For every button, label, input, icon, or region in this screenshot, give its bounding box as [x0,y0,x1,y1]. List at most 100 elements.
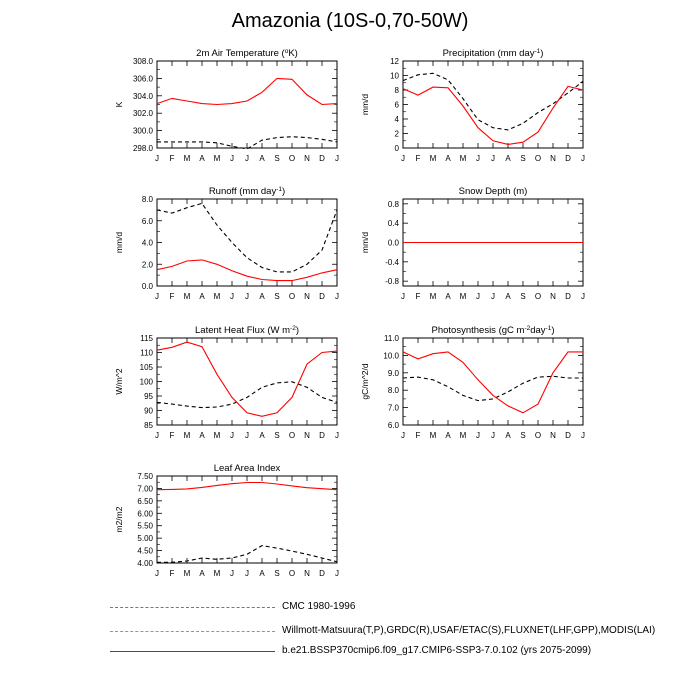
panel-leaf-area-index-obs-line [157,545,338,563]
panel-snow-depth-xtick-label: N [550,292,556,301]
panel-precipitation-xtick-label: M [430,154,437,163]
panel-latent-heat-flux-ytick-label: 115 [140,334,153,343]
panel-snow-depth-xtick-label: F [416,292,421,301]
legend-swatch-willmott [110,631,275,632]
panel-2m-air-temperature-xtick-label: A [199,154,205,163]
panel-latent-heat-flux-ytick-label: 100 [140,378,154,387]
panel-photosynthesis-title: Photosynthesis (gC m-2day-1) [432,325,555,337]
panel-leaf-area-index-ytick-label: 5.50 [137,522,153,531]
panel-leaf-area-index-xtick-label: J [245,569,249,578]
panel-photosynthesis-xtick-label: N [550,431,556,440]
panel-precipitation-xtick-label: J [476,154,480,163]
panel-latent-heat-flux-obs-line [156,381,338,409]
panel-leaf-area-index-xtick-label: J [230,569,234,578]
panel-leaf-area-index-xtick-label: J [155,569,159,578]
panel-precipitation-title: Precipitation (mm day-1) [443,48,544,60]
panel-photosynthesis-xtick-label: M [460,431,467,440]
panel-photosynthesis-xtick-label: M [430,431,437,440]
panel-snow-depth-xtick-label: J [491,292,495,301]
panel-latent-heat-flux-ytick-label: 85 [144,421,153,430]
panel-snow-depth-xtick-label: M [430,292,437,301]
panel-latent-heat-flux-xtick-label: M [214,431,221,440]
page-title: Amazonia (10S-0,70-50W) [231,10,469,32]
panel-snow-depth-xtick-label: A [445,292,451,301]
panel-2m-air-temperature-obs-line [157,136,338,150]
panel-precipitation-xtick-label: N [550,154,556,163]
panel-leaf-area-index-xtick-label: S [274,569,279,578]
panel-photosynthesis-xtick-label: J [491,431,495,440]
panel-runoff-xtick-label: J [155,292,159,301]
panel-2m-air-temperature: 2m Air Temperature (oK) 298.0 300.0 302.0 30… [114,48,339,164]
panel-latent-heat-flux-xtick-label: A [259,431,265,440]
panel-2m-air-temperature-model-line [156,77,338,106]
panel-latent-heat-flux-ytick-label: 110 [140,349,153,358]
panel-2m-air-temperature-ytick-label: 300.0 [133,127,154,136]
panel-runoff-ytick-label: 2.0 [142,260,154,269]
panel-photosynthesis-xtick-label: A [505,431,511,440]
panel-snow-depth-xtick-label: M [460,292,467,301]
panel-snow-depth-ytick-label: 0.8 [388,200,400,209]
panel-precipitation-xtick-label: J [491,154,495,163]
panel-2m-air-temperature-ytick-label: 308.0 [133,57,154,66]
panel-snow-depth-xtick-label: J [401,292,405,301]
panel-runoff-ytick-label: 4.0 [142,239,154,248]
panel-2m-air-temperature-ytick-label: 298.0 [133,144,154,153]
panel-precipitation-xtick-label: J [581,154,585,163]
panel-runoff-ytick-label: 8.0 [142,195,154,204]
panel-snow-depth-xtick-label: J [476,292,480,301]
panel-photosynthesis-xtick-label: F [416,431,421,440]
panel-photosynthesis: Photosynthesis (gC m-2day-1) 6.0 7.0 8.0 9.0… [360,325,585,441]
panel-precipitation-xtick-label: O [535,154,541,163]
panel-runoff-ytick-label: 6.0 [142,217,154,226]
panel-leaf-area-index-ytick-label: 4.50 [137,547,153,556]
panel-leaf-area-index-xtick-label: D [319,569,325,578]
panel-runoff-title: Runoff (mm day-1) [209,186,285,198]
panel-photosynthesis-xtick-label: J [401,431,405,440]
panel-leaf-area-index-title: Leaf Area Index [214,463,281,474]
panel-runoff-xtick-label: J [335,292,339,301]
panel-leaf-area-index: Leaf Area Index 4.00 4.50 5.00 5.50 6.00 6.50 7… [114,463,339,578]
panel-latent-heat-flux-xtick-label: J [155,431,159,440]
panel-precipitation-ytick-label: 0 [395,144,400,153]
panel-latent-heat-flux-ytick-label: 95 [144,392,153,401]
legend-label-model: b.e21.BSSP370cmip6.f09_g17.CMIP6-SSP3-7.… [282,645,592,656]
panel-photosynthesis-ytick-label: 8.0 [388,386,400,395]
panel-latent-heat-flux-xtick-label: J [245,431,249,440]
panel-runoff-obs-line [156,202,338,273]
panel-latent-heat-flux-frame [156,337,338,426]
panel-latent-heat-flux-xtick-label: A [199,431,205,440]
panel-precipitation-ytick-label: 12 [390,57,399,66]
panel-leaf-area-index-ytick-label: 6.00 [137,509,153,518]
panel-2m-air-temperature-xtick-label: D [319,154,325,163]
panel-2m-air-temperature-ytick-label: 304.0 [133,92,154,101]
panel-runoff-ytick-label: 0.0 [142,282,154,291]
panel-runoff-xtick-label: A [199,292,205,301]
panel-leaf-area-index-xtick-label: M [214,569,221,578]
panel-runoff-xtick-label: S [274,292,279,301]
panel-leaf-area-index-xtick-label: N [304,569,310,578]
panel-snow-depth: Snow Depth (m)-0.8-0.40.00.40.8J F M A M J J A S… [360,186,585,301]
panel-photosynthesis-xtick-label: A [445,431,451,440]
panel-leaf-area-index-ytick-label: 6.50 [137,497,153,506]
panel-photosynthesis-xtick-label: S [520,431,525,440]
panel-photosynthesis-xtick-label: O [535,431,541,440]
panel-latent-heat-flux-ytick-label: 90 [144,407,153,416]
panel-leaf-area-index-xtick-label: A [199,569,205,578]
panel-photosynthesis-frame [402,337,584,426]
panel-runoff-ylabel: mm/d [114,232,124,254]
panel-2m-air-temperature-xtick-label: J [155,154,159,163]
panel-precipitation-ytick-label: 2 [395,130,400,139]
panel-2m-air-temperature-xtick-label: F [170,154,175,163]
panel-snow-depth-ytick-label: 0.0 [388,239,400,248]
panel-leaf-area-index-xtick-label: J [335,569,339,578]
panel-latent-heat-flux-ytick-label: 105 [140,363,154,372]
panel-precipitation-ytick-label: 8 [395,86,400,95]
panel-2m-air-temperature-xtick-label: J [335,154,339,163]
panel-snow-depth-ylabel: mm/d [360,232,370,254]
panel-leaf-area-index-xtick-label: M [184,569,191,578]
panel-runoff-model-line [156,259,338,282]
panel-precipitation-ytick-label: 10 [390,72,399,81]
panel-latent-heat-flux-xtick-label: M [184,431,191,440]
panel-runoff-xtick-label: N [304,292,310,301]
